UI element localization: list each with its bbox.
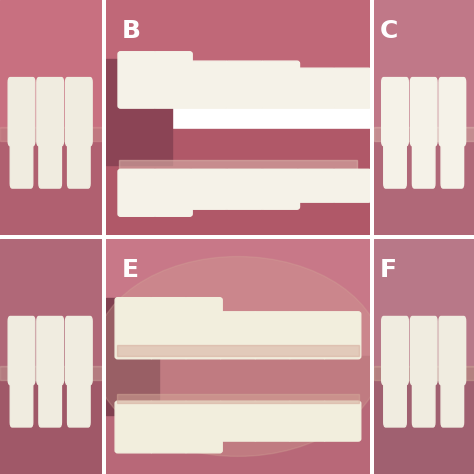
FancyBboxPatch shape [37, 317, 64, 385]
Bar [106, 239, 370, 356]
Bar [0, 127, 102, 141]
Bar [106, 356, 370, 474]
FancyBboxPatch shape [150, 298, 188, 359]
FancyBboxPatch shape [384, 137, 406, 188]
FancyBboxPatch shape [333, 169, 371, 202]
Text: B: B [122, 19, 141, 43]
FancyBboxPatch shape [297, 68, 335, 108]
FancyBboxPatch shape [65, 317, 92, 385]
Bar [119, 160, 356, 172]
FancyBboxPatch shape [68, 137, 90, 188]
FancyBboxPatch shape [410, 78, 437, 146]
FancyBboxPatch shape [384, 375, 406, 427]
FancyBboxPatch shape [68, 375, 90, 427]
FancyBboxPatch shape [441, 137, 464, 188]
FancyBboxPatch shape [323, 401, 361, 441]
FancyBboxPatch shape [297, 169, 335, 202]
FancyBboxPatch shape [323, 312, 361, 359]
FancyBboxPatch shape [150, 401, 188, 453]
Bar [374, 366, 474, 380]
FancyBboxPatch shape [118, 169, 156, 216]
FancyBboxPatch shape [261, 169, 300, 209]
Text: C: C [380, 19, 398, 43]
FancyBboxPatch shape [184, 401, 222, 453]
FancyBboxPatch shape [441, 375, 464, 427]
FancyBboxPatch shape [65, 78, 92, 146]
FancyBboxPatch shape [333, 68, 371, 108]
FancyBboxPatch shape [439, 78, 465, 146]
Bar [0, 129, 102, 235]
FancyBboxPatch shape [8, 78, 35, 146]
FancyBboxPatch shape [382, 78, 408, 146]
FancyBboxPatch shape [219, 401, 257, 441]
Bar [106, 129, 370, 235]
FancyBboxPatch shape [154, 52, 192, 108]
FancyBboxPatch shape [115, 401, 153, 453]
FancyBboxPatch shape [39, 375, 62, 427]
Bar [374, 368, 474, 474]
FancyBboxPatch shape [225, 169, 264, 209]
FancyBboxPatch shape [118, 52, 156, 108]
FancyBboxPatch shape [190, 169, 228, 209]
FancyBboxPatch shape [219, 312, 257, 359]
Bar [106, 59, 172, 164]
FancyBboxPatch shape [261, 61, 300, 108]
Bar [0, 366, 102, 380]
FancyBboxPatch shape [382, 317, 408, 385]
FancyBboxPatch shape [8, 317, 35, 385]
FancyBboxPatch shape [254, 401, 292, 441]
Bar [117, 394, 359, 403]
FancyBboxPatch shape [184, 298, 222, 359]
FancyBboxPatch shape [190, 61, 228, 108]
FancyBboxPatch shape [254, 312, 292, 359]
FancyBboxPatch shape [288, 401, 326, 441]
FancyBboxPatch shape [288, 312, 326, 359]
FancyBboxPatch shape [37, 78, 64, 146]
FancyBboxPatch shape [39, 137, 62, 188]
Text: E: E [122, 258, 139, 282]
Bar [106, 298, 159, 415]
FancyBboxPatch shape [225, 61, 264, 108]
Bar [119, 91, 356, 106]
Text: F: F [380, 258, 397, 282]
FancyBboxPatch shape [115, 298, 153, 359]
FancyBboxPatch shape [10, 137, 33, 188]
FancyBboxPatch shape [10, 375, 33, 427]
Bar [117, 345, 359, 356]
FancyBboxPatch shape [439, 317, 465, 385]
FancyBboxPatch shape [154, 169, 192, 216]
FancyBboxPatch shape [412, 375, 435, 427]
Bar [374, 127, 474, 141]
FancyBboxPatch shape [410, 317, 437, 385]
Ellipse shape [93, 256, 383, 456]
Bar [0, 368, 102, 474]
Bar [374, 129, 474, 235]
FancyBboxPatch shape [412, 137, 435, 188]
Bar [106, 0, 370, 106]
